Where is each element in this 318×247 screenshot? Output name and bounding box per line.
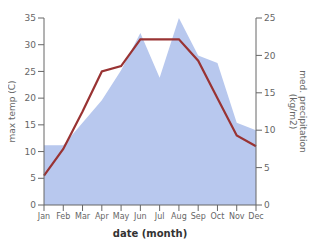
svg-text:Apr: Apr — [95, 212, 110, 221]
svg-text:Dec: Dec — [248, 212, 263, 221]
svg-text:Mar: Mar — [75, 212, 91, 221]
svg-text:Jan: Jan — [37, 212, 50, 221]
svg-text:Jul: Jul — [154, 212, 165, 221]
svg-text:10: 10 — [264, 125, 276, 135]
svg-text:Feb: Feb — [56, 212, 70, 221]
svg-text:Sep: Sep — [191, 212, 206, 221]
svg-text:5: 5 — [30, 173, 36, 183]
svg-text:max temp (C): max temp (C) — [8, 80, 17, 142]
svg-text:35: 35 — [25, 13, 36, 23]
svg-text:Oct: Oct — [211, 212, 225, 221]
svg-text:Nov: Nov — [229, 212, 245, 221]
svg-text:15: 15 — [25, 120, 36, 130]
svg-text:25: 25 — [264, 13, 275, 23]
svg-text:30: 30 — [25, 40, 37, 50]
svg-text:Aug: Aug — [171, 212, 187, 221]
svg-text:20: 20 — [264, 51, 276, 61]
svg-text:Jun: Jun — [133, 212, 147, 221]
svg-text:0: 0 — [30, 200, 36, 210]
svg-text:5: 5 — [264, 163, 270, 173]
svg-text:May: May — [113, 212, 130, 221]
svg-text:10: 10 — [25, 147, 37, 157]
svg-text:20: 20 — [25, 93, 37, 103]
svg-text:date (month): date (month) — [113, 228, 187, 239]
svg-text:med. precipitation(kg/m2): med. precipitation(kg/m2) — [288, 70, 308, 152]
svg-text:15: 15 — [264, 88, 275, 98]
svg-text:0: 0 — [264, 200, 270, 210]
svg-text:25: 25 — [25, 67, 36, 77]
